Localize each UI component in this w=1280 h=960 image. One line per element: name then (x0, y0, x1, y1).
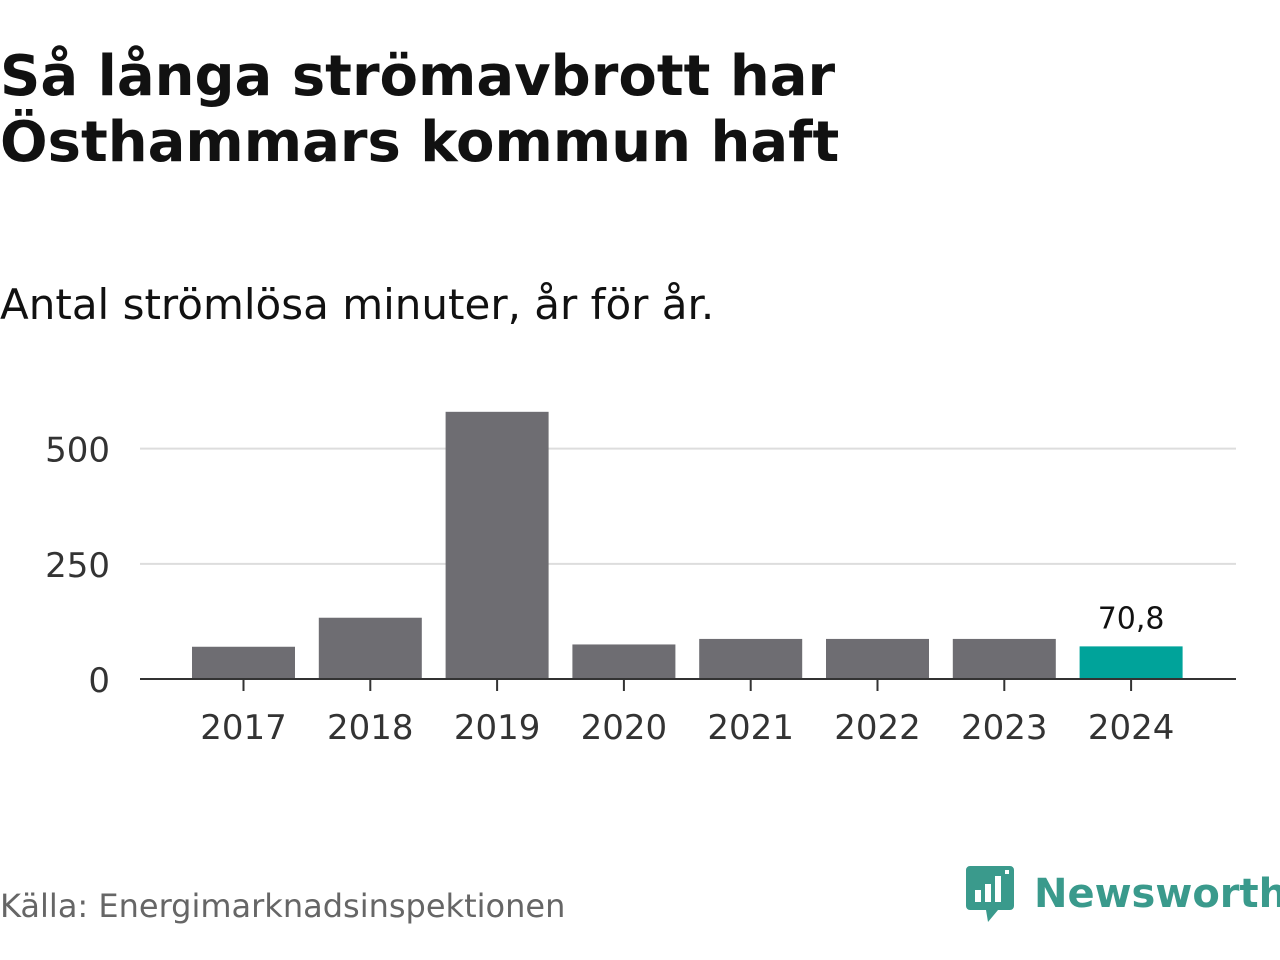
chart-title: Så långa strömavbrott har Östhammars kom… (0, 44, 840, 175)
chart-subtitle: Antal strömlösa minuter, år för år. (0, 280, 715, 329)
data-label-2024: 70,8 (1098, 601, 1165, 636)
bar-2021 (699, 638, 803, 679)
x-tick-label-2024: 2024 (1088, 708, 1175, 748)
x-tick-label-2023: 2023 (961, 708, 1048, 748)
x-tick-label-2017: 2017 (200, 708, 287, 748)
bar-2022 (826, 638, 929, 679)
bar-2019 (445, 411, 549, 679)
y-tick-label-250: 250 (45, 546, 110, 586)
bar-2023 (952, 638, 1056, 679)
bar-2017 (192, 646, 295, 679)
bar-2024 (1079, 646, 1183, 679)
newsworthy-logo-icon (966, 866, 1014, 922)
x-tick-label-2021: 2021 (707, 708, 794, 748)
x-tick-label-2022: 2022 (834, 708, 921, 748)
bar-2020 (572, 644, 676, 679)
source-note: Källa: Energimarknadsinspektionen (0, 887, 566, 925)
y-tick-label-500: 500 (45, 431, 110, 471)
y-tick-label-0: 0 (88, 661, 110, 701)
brand-logo[interactable]: Newsworthy (964, 864, 1280, 924)
x-tick-label-2018: 2018 (327, 708, 414, 748)
bar-chart: 0 250 500 2017 2018 2019 2020 2021 2022 2023 2024 7… (45, 411, 1236, 748)
bar-2018 (318, 617, 422, 679)
x-tick-label-2019: 2019 (454, 708, 541, 748)
x-tick-label-2020: 2020 (581, 708, 668, 748)
brand-name: Newsworthy (1034, 871, 1280, 917)
